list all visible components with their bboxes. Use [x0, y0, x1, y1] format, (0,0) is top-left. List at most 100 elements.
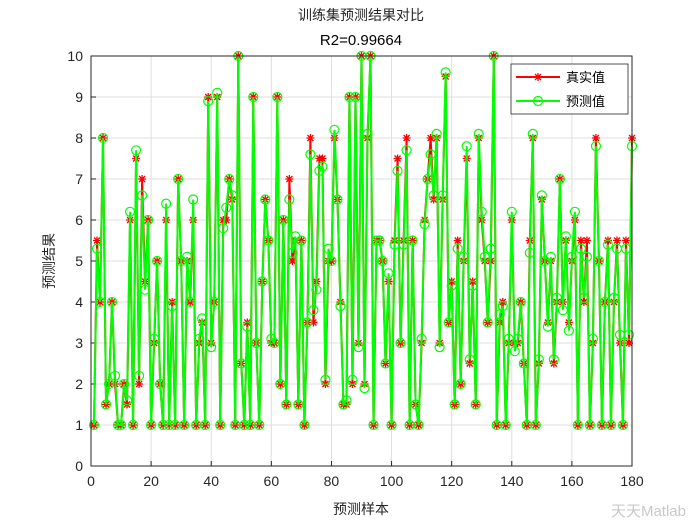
predicted-point — [578, 292, 590, 303]
predicted-point — [353, 342, 364, 353]
predicted-point — [281, 399, 292, 410]
predicted-point — [326, 255, 337, 267]
predicted-point — [149, 333, 160, 344]
predicted-point — [623, 329, 635, 340]
predicted-point — [287, 247, 298, 258]
predicted-point — [350, 91, 361, 103]
predicted-point — [371, 235, 382, 246]
predicted-point — [260, 194, 271, 205]
predicted-point — [497, 301, 508, 312]
legend-box — [510, 63, 629, 115]
predicted-point — [620, 243, 632, 254]
predicted-point — [188, 194, 199, 205]
predicted-point — [452, 243, 463, 254]
predicted-point — [179, 419, 190, 431]
predicted-point — [344, 91, 355, 103]
true-point — [426, 134, 435, 142]
predicted-point — [136, 190, 148, 201]
predicted-point — [257, 276, 268, 287]
predicted-point — [224, 173, 235, 185]
predicted-point — [413, 419, 424, 431]
predicted-point — [158, 419, 169, 431]
predicted-point — [473, 128, 484, 139]
predicted-point — [118, 378, 130, 390]
x-axis-label: 预测样本 — [333, 501, 389, 517]
predicted-point — [341, 395, 352, 406]
predicted-point — [602, 239, 614, 250]
legend-label-pred: 预测值 — [566, 94, 605, 109]
y-tick-label: 5 — [75, 253, 83, 269]
true-point — [138, 175, 147, 183]
true-point — [402, 134, 411, 142]
true-point — [135, 380, 144, 388]
predicted-point — [575, 243, 587, 254]
predicted-point — [587, 333, 599, 344]
y-tick-label: 0 — [75, 458, 83, 474]
true-point — [288, 257, 297, 265]
axes-box — [90, 55, 633, 467]
predicted-point — [482, 317, 493, 328]
predicted-point — [161, 198, 172, 209]
predicted-point — [209, 296, 220, 308]
true-point — [93, 236, 102, 245]
predicted-point — [506, 206, 517, 217]
predicted-point — [182, 251, 193, 262]
predicted-point — [242, 321, 253, 332]
predicted-point — [479, 251, 490, 262]
predicted-point — [476, 206, 487, 217]
predicted-point — [332, 194, 343, 205]
predicted-point — [416, 333, 427, 344]
predicted-point — [320, 374, 331, 385]
y-tick-label: 2 — [75, 376, 83, 392]
y-tick-label: 1 — [75, 417, 83, 433]
predicted-point — [557, 305, 568, 316]
predicted-point — [97, 132, 109, 144]
predicted-value-line — [93, 55, 633, 426]
predicted-point — [227, 190, 238, 201]
predicted-point — [212, 87, 223, 99]
predicted-point — [584, 419, 596, 431]
x-tick-label: 40 — [203, 473, 219, 489]
predicted-point — [206, 342, 217, 353]
predicted-point — [185, 296, 196, 308]
predicted-point — [470, 399, 481, 410]
y-tick-label: 4 — [75, 294, 83, 310]
predicted-point — [425, 149, 436, 160]
predicted-point — [551, 292, 562, 303]
predicted-point — [254, 419, 265, 431]
y-tick-label: 3 — [75, 335, 83, 351]
y-axis-label: 预测结果 — [41, 233, 57, 289]
predicted-point — [572, 419, 584, 431]
predicted-point — [88, 419, 100, 431]
predicted-point — [239, 419, 250, 431]
predicted-point — [590, 141, 602, 152]
predicted-point — [548, 354, 559, 365]
predicted-point — [359, 383, 370, 394]
predicted-point — [218, 223, 229, 234]
predicted-point — [106, 296, 118, 308]
predicted-point — [500, 419, 511, 431]
predicted-point — [434, 342, 445, 353]
x-tick-label: 80 — [324, 473, 340, 489]
x-tick-label: 160 — [560, 473, 584, 489]
predicted-point — [167, 301, 178, 312]
y-tick-label: 8 — [75, 130, 83, 146]
predicted-point — [347, 374, 358, 385]
predicted-point — [103, 378, 115, 390]
predicted-point — [335, 301, 346, 312]
predicted-point — [566, 251, 577, 262]
predicted-point — [130, 145, 142, 156]
predicted-point — [449, 399, 460, 410]
true-point — [393, 154, 402, 163]
true-point — [285, 175, 294, 183]
watermark: 天天Matlab — [610, 503, 686, 520]
predicted-point — [299, 419, 310, 431]
true-point — [582, 236, 591, 245]
predicted-point — [377, 255, 388, 267]
predicted-point — [401, 145, 412, 156]
predicted-point — [251, 337, 262, 349]
predicted-point — [461, 141, 472, 152]
plot-area — [88, 50, 638, 431]
